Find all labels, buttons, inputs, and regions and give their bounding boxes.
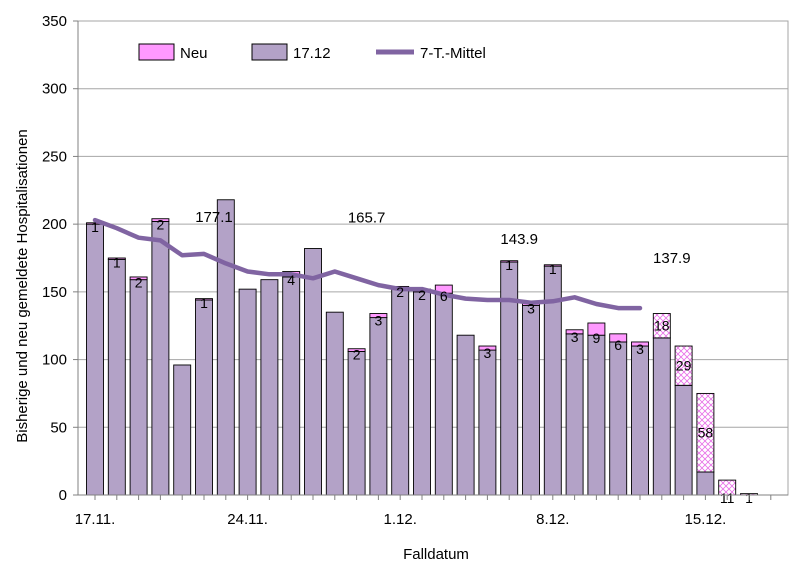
legend-swatch-neu [138, 43, 175, 61]
bar-17-12 [587, 334, 606, 496]
bar-17-12 [86, 223, 104, 496]
bar-17-12 [609, 341, 628, 496]
bar-17-12 [238, 288, 257, 496]
bar-neu [347, 348, 366, 352]
legend-label-neu: Neu [180, 45, 208, 62]
bar-17-12 [325, 311, 344, 496]
bar-17-12 [216, 199, 235, 496]
x-axis-title: Falldatum [403, 546, 469, 563]
bar-label-neu: 3 [375, 313, 383, 329]
bar-17-12 [500, 261, 519, 496]
bar-label-neu: 18 [654, 318, 670, 334]
y-tick-label: 300 [42, 81, 67, 98]
bar-neu [500, 260, 519, 263]
bar-neu [674, 345, 693, 386]
bar-17-12 [391, 288, 410, 496]
bar-neu [129, 276, 148, 281]
bar-17-12 [369, 317, 388, 496]
line-7t-mittel [92, 217, 643, 311]
bar-label-neu: 1 [113, 254, 121, 270]
bar-neu [631, 341, 649, 347]
bar-label-neu: 4 [287, 272, 295, 288]
bar-label-neu: 1 [200, 295, 208, 311]
legend-label-17-12: 17.12 [293, 45, 331, 62]
legend-label-7t-mittel: 7-T.-Mittel [420, 45, 486, 62]
bar-17-12 [434, 292, 453, 496]
average-label: 143.9 [500, 231, 538, 248]
x-tick-label: 15.12. [685, 511, 727, 528]
bar-neu [107, 257, 126, 260]
y-tick-label: 150 [42, 284, 67, 301]
y-axis-title: Bisherige und neu gemeldete Hospitalisat… [14, 129, 31, 443]
y-tick-label: 250 [42, 148, 67, 165]
bar-label-neu: 1 [91, 219, 99, 235]
bar-17-12 [674, 384, 693, 496]
bar-17-12 [696, 471, 715, 496]
bar-neu [587, 322, 606, 336]
bar-label-neu: 2 [353, 346, 361, 362]
bar-neu [609, 333, 628, 343]
bar-label-neu: 9 [593, 330, 601, 346]
y-tick-label: 0 [59, 487, 67, 504]
bar-17-12 [195, 299, 213, 496]
x-tick-label: 17.11. [75, 511, 116, 528]
x-tick-label: 1.12. [384, 511, 417, 528]
bar-neu [478, 345, 497, 351]
y-tick-label: 200 [42, 216, 67, 233]
bar-label-neu: 6 [440, 288, 448, 304]
average-label: 165.7 [348, 210, 386, 227]
bar-17-12 [260, 279, 279, 496]
bar-label-neu: 2 [157, 216, 165, 232]
bar-neu [195, 298, 213, 301]
y-tick-label: 100 [42, 352, 67, 369]
bar-label-neu: 1 [505, 257, 513, 273]
y-tick-label: 50 [50, 419, 67, 436]
bar-label-neu: 58 [698, 425, 714, 441]
bar-label-neu: 3 [571, 329, 579, 345]
bar-neu [151, 218, 170, 222]
bar-17-12 [173, 364, 192, 496]
y-tick-label: 350 [42, 13, 67, 30]
bar-17-12 [478, 349, 497, 496]
bar-17-12 [565, 333, 584, 496]
bar-label-neu: 29 [676, 358, 692, 374]
average-label: 137.9 [653, 250, 691, 267]
bar-17-12 [282, 276, 301, 496]
x-tick-label: 24.11. [227, 511, 268, 528]
bar-17-12 [631, 345, 649, 496]
bar-17-12 [456, 334, 475, 496]
bar-17-12 [347, 350, 366, 496]
bar-neu [543, 264, 562, 267]
bar-17-12 [413, 291, 431, 496]
bar-17-12 [522, 304, 540, 496]
x-tick-label: 8.12. [536, 511, 569, 528]
bar-label-neu: 1 [549, 261, 557, 277]
bar-label-neu: 2 [418, 287, 426, 303]
bar-neu [565, 329, 584, 335]
average-label: 177.1 [195, 209, 233, 226]
bar-17-12 [151, 220, 170, 496]
bar-17-12 [129, 279, 148, 496]
bar-neu [696, 392, 715, 473]
bar-neu [369, 313, 388, 319]
bar-17-12 [107, 258, 126, 496]
bar-label-neu: 2 [135, 275, 143, 291]
bar-label-neu: 3 [484, 345, 492, 361]
bar-neu [652, 313, 671, 339]
bar-label-neu: 6 [614, 337, 622, 353]
bar-17-12 [304, 248, 322, 496]
bar-label-neu: 3 [636, 341, 644, 357]
bar-label-neu: 3 [527, 300, 535, 316]
bar-label-neu: 2 [396, 284, 404, 300]
legend-swatch-17-12 [251, 43, 288, 61]
bar-17-12 [652, 337, 671, 496]
